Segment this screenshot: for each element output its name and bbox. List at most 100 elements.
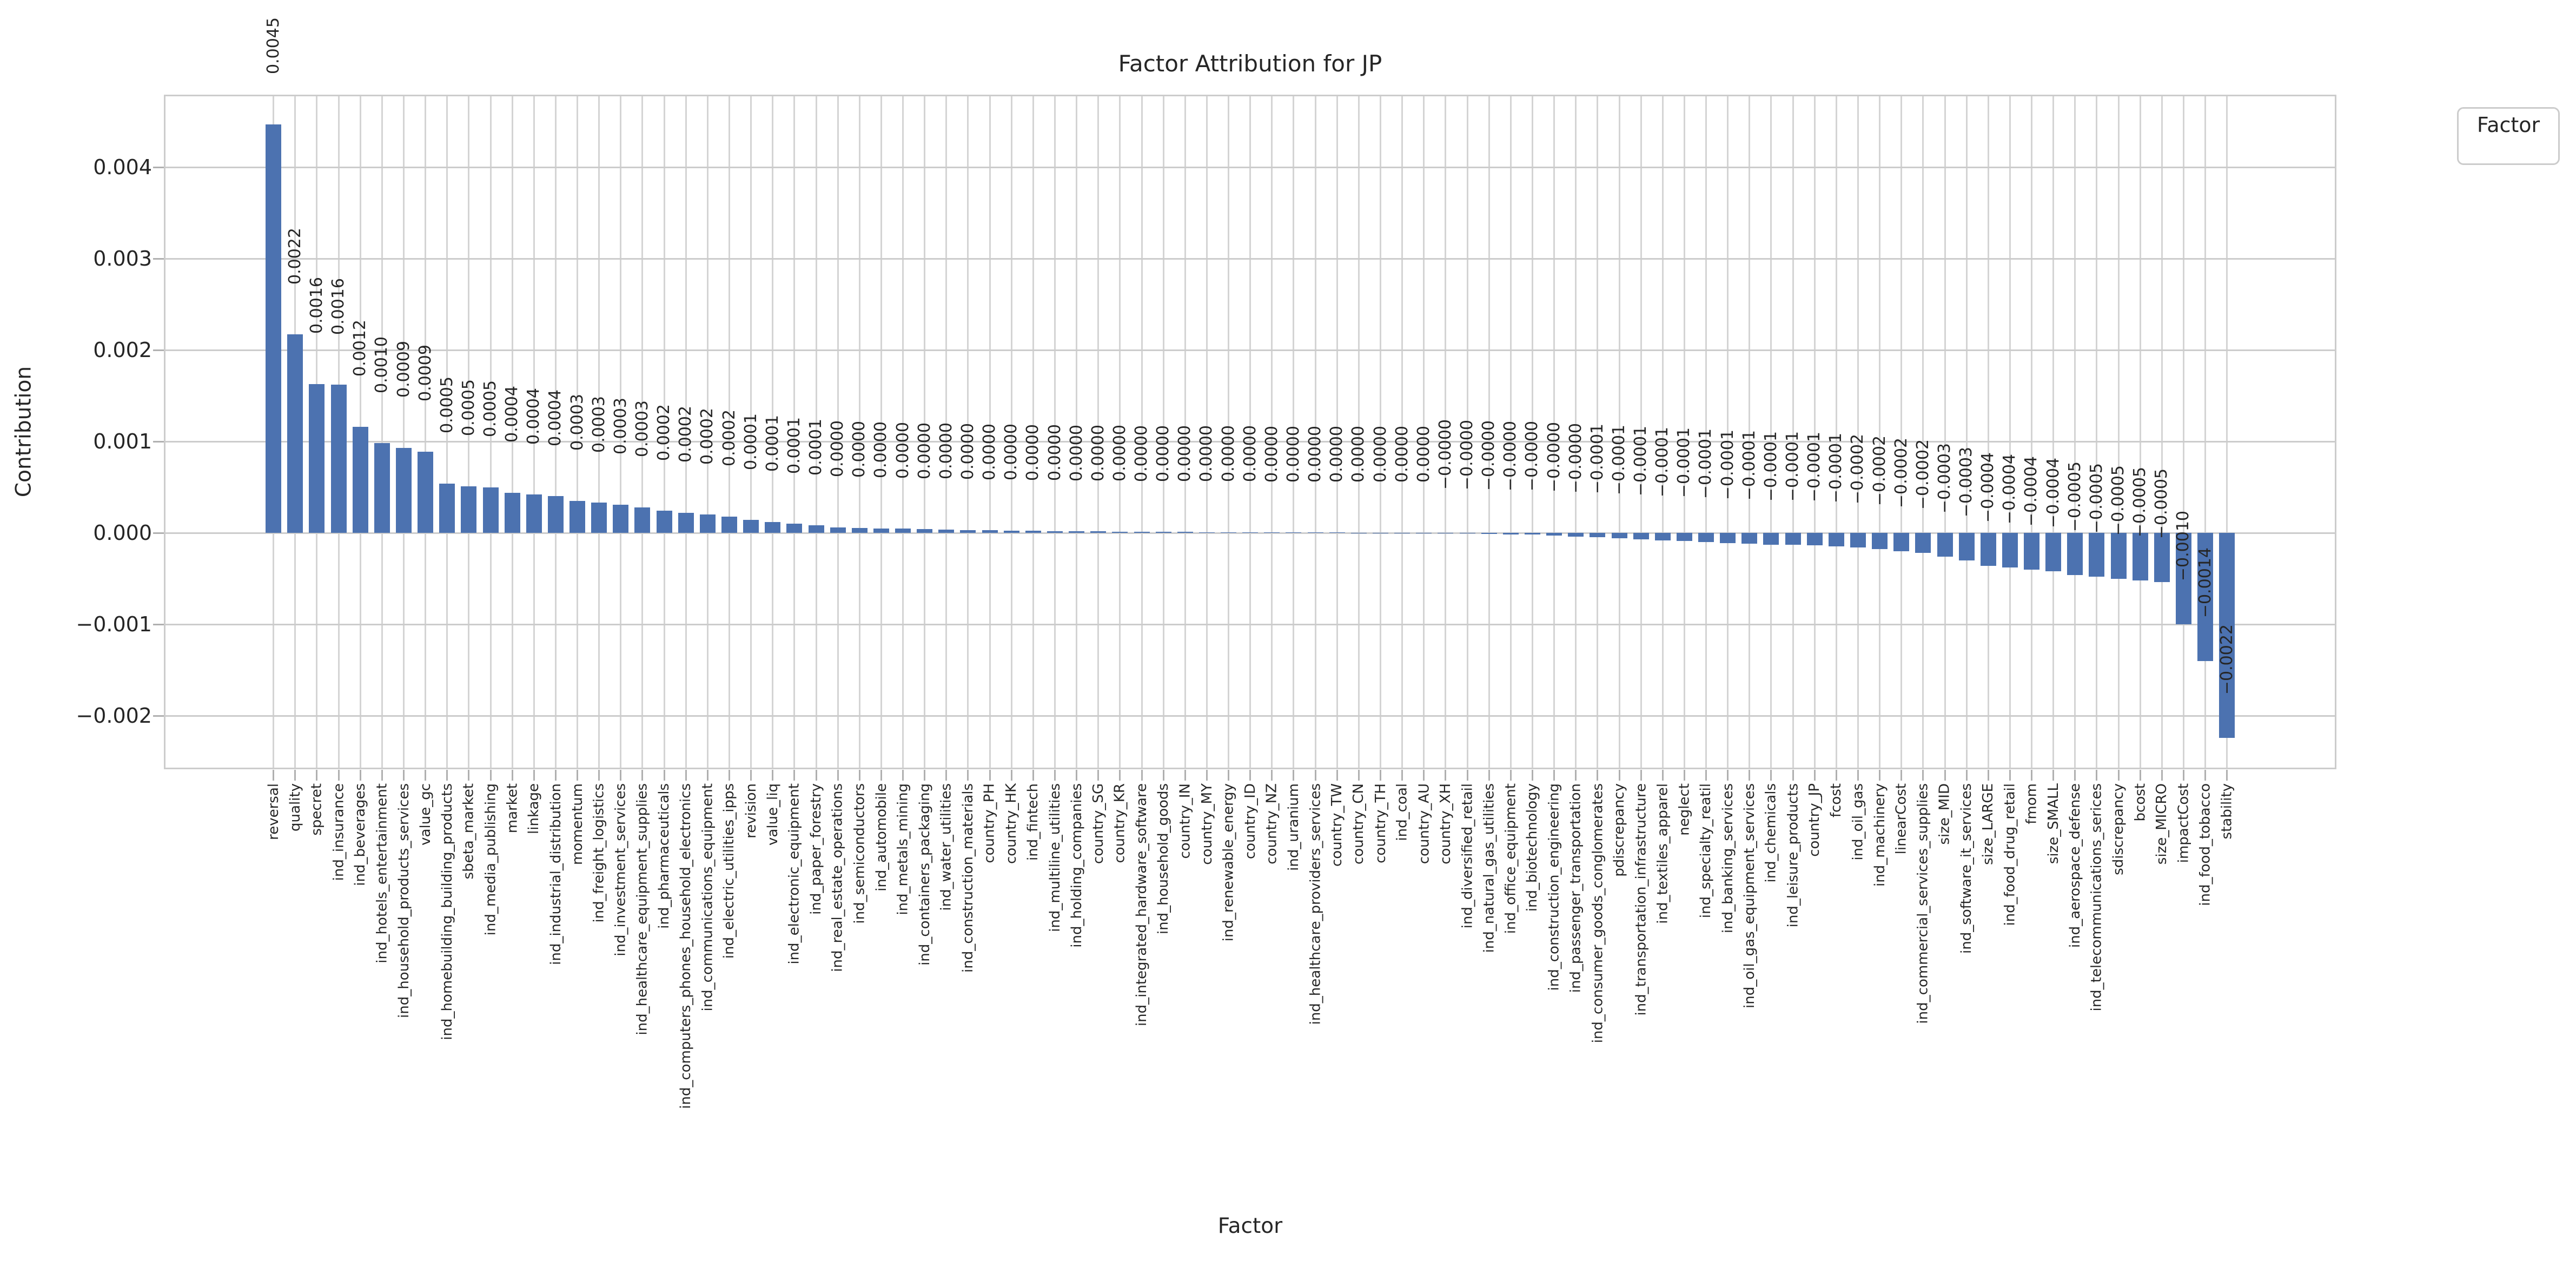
bar (1481, 533, 1497, 534)
gridline-vertical (1380, 95, 1382, 769)
x-tick-label: size_SMALL (2045, 783, 2062, 864)
x-tick-mark (1336, 770, 1338, 781)
bar (309, 384, 325, 533)
gridline-vertical (2009, 95, 2011, 769)
x-tick-label: country_ID (1242, 783, 1259, 860)
bar-value-label: 0.0000 (850, 421, 869, 478)
x-tick-mark (641, 770, 644, 781)
bar-value-label: 0.0009 (415, 345, 435, 402)
x-tick-mark (598, 770, 600, 781)
x-tick-label: ind_biotechnology (1524, 783, 1541, 912)
x-tick-label: ind_oil_gas (1850, 783, 1866, 861)
bar-value-label: −0.0005 (2109, 465, 2128, 536)
gridline-vertical (1032, 95, 1034, 769)
x-tick-mark (1357, 770, 1360, 781)
x-tick-label: ind_automobile (873, 783, 890, 892)
x-tick-mark (1944, 770, 1946, 781)
x-tick-label: ind_multiline_utilities (1047, 783, 1063, 932)
gridline-vertical (1944, 95, 1946, 769)
gridline-vertical (2226, 95, 2228, 769)
bar (374, 443, 390, 533)
gridline-vertical (967, 95, 969, 769)
gridline-vertical (1509, 95, 1512, 769)
x-tick-label: ind_machinery (1871, 783, 1888, 887)
x-tick-label: ind_industrial_distribution (547, 783, 564, 965)
y-tick-label: 0.002 (93, 338, 152, 362)
gridline-vertical (2096, 95, 2098, 769)
bar (2175, 533, 2191, 624)
gridline-vertical (1857, 95, 1859, 769)
legend: Factor (2457, 107, 2560, 165)
bar-value-label: 0.0022 (285, 227, 304, 285)
x-tick-mark (1792, 770, 1794, 781)
plot-area (164, 95, 2336, 769)
x-tick-label: ind_food_tobacco (2197, 783, 2214, 906)
x-tick-mark (750, 770, 752, 781)
x-tick-label: country_JP (1806, 783, 1823, 857)
bar-value-label: 0.0000 (1349, 426, 1368, 483)
x-tick-mark (2074, 770, 2076, 781)
x-tick-label: sdiscrepancy (2110, 783, 2127, 875)
gridline-vertical (1054, 95, 1056, 769)
x-tick-mark (2009, 770, 2011, 781)
x-tick-mark (1054, 770, 1056, 781)
gridline-vertical (1314, 95, 1316, 769)
bar-value-label: −0.0001 (1696, 428, 1716, 499)
bar-value-label: 0.0001 (784, 417, 804, 474)
gridline-horizontal (164, 349, 2336, 351)
gridline-vertical (772, 95, 774, 769)
bar (1025, 531, 1041, 533)
x-tick-label: ind_chemicals (1763, 783, 1779, 883)
x-tick-label: country_KR (1111, 783, 1128, 863)
x-tick-mark (793, 770, 796, 781)
x-tick-mark (468, 770, 470, 781)
bar-value-label: 0.0005 (459, 379, 478, 437)
x-tick-mark (1813, 770, 1816, 781)
bar (439, 483, 455, 533)
x-tick-mark (489, 770, 492, 781)
x-tick-label: pdiscrepancy (1611, 783, 1628, 877)
x-tick-mark (446, 770, 448, 781)
bar (938, 529, 955, 533)
x-tick-mark (1618, 770, 1620, 781)
x-tick-label: ind_metals_mining (895, 783, 911, 915)
bar-value-label: 0.0000 (1002, 424, 1021, 481)
bar (1286, 532, 1302, 533)
gridline-vertical (1206, 95, 1208, 769)
x-tick-mark (2052, 770, 2055, 781)
bar-value-label: −0.0000 (1435, 419, 1455, 490)
bar (352, 426, 368, 533)
x-tick-mark (1597, 770, 1599, 781)
gridline-vertical (1249, 95, 1251, 769)
x-tick-label: ind_uranium (1286, 783, 1302, 871)
gridline-vertical (598, 95, 600, 769)
gridline-vertical (2161, 95, 2163, 769)
bar-value-label: 0.0000 (1262, 425, 1281, 483)
bar (895, 529, 911, 533)
bar-value-label: 0.0002 (719, 410, 739, 467)
bar-value-label: −0.0005 (2087, 463, 2106, 534)
gridline-vertical (1683, 95, 1685, 769)
x-tick-label: ind_hotels_entertainment (374, 783, 390, 963)
x-tick-label: fcost (1828, 783, 1845, 818)
gridline-vertical (2031, 95, 2033, 769)
bar (418, 451, 434, 533)
bar-value-label: 0.0000 (893, 421, 912, 479)
x-tick-mark (2117, 770, 2120, 781)
bar (2219, 533, 2235, 738)
x-tick-mark (729, 770, 730, 781)
x-tick-label: ind_passenger_transportation (1567, 783, 1584, 993)
gridline-vertical (381, 95, 383, 769)
x-tick-label: country_HK (1003, 783, 1020, 864)
bar-value-label: 0.0000 (936, 422, 956, 480)
y-tick-mark (153, 349, 164, 351)
bar (1502, 533, 1519, 534)
x-tick-mark (924, 770, 926, 781)
gridline-vertical (489, 95, 492, 769)
x-tick-label: ind_renewable_energy (1220, 783, 1237, 942)
bar (396, 447, 412, 533)
x-tick-mark (2161, 770, 2163, 781)
bar (851, 527, 868, 533)
gridline-horizontal (164, 440, 2336, 443)
bar (461, 486, 477, 533)
